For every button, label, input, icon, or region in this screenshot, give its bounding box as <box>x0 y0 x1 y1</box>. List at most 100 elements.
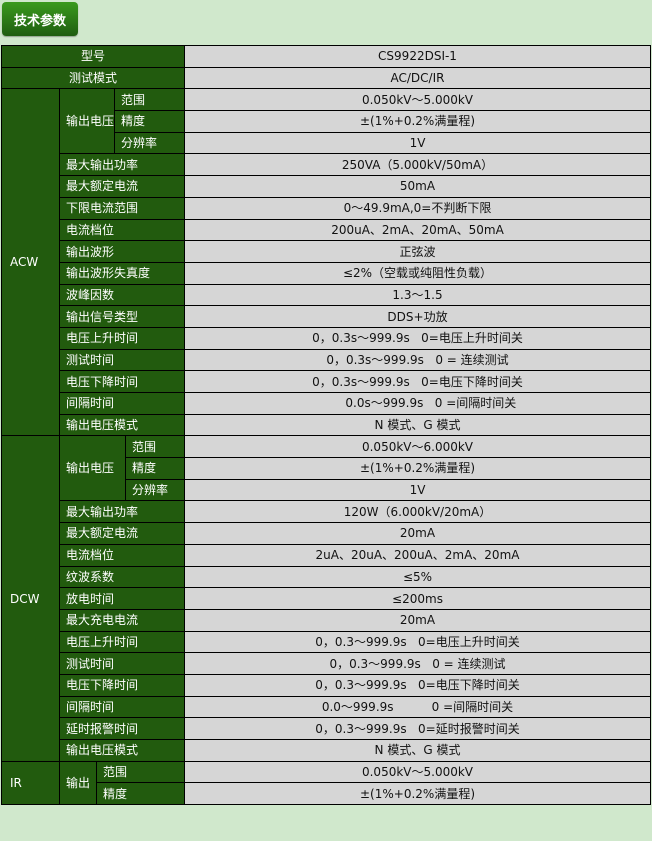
spec-label: 输出波形失真度 <box>59 261 185 285</box>
spec-value: 0，0.3～999.9s 0 = 连续测试 <box>184 652 651 675</box>
spec-label: 精度 <box>125 457 185 480</box>
table-row: 间隔时间 0.0～999.9s 0 =间隔时间关 <box>2 695 651 719</box>
table-row: 测试时间 0，0.3～999.9s 0 = 连续测试 <box>2 652 651 675</box>
tech-params-tab[interactable]: 技术参数 <box>2 2 78 36</box>
table-row: 间隔时间 0.0s～999.9s 0 =间隔时间关 <box>2 392 651 415</box>
table-row: 测试模式 AC/DC/IR <box>1 66 651 90</box>
spec-label: 最大充电电流 <box>59 608 185 632</box>
spec-value: 0，0.3s～999.9s 0 = 连续测试 <box>184 348 651 372</box>
group-label: 输出电压 <box>59 435 126 502</box>
spec-value: 20mA <box>184 522 651 545</box>
spec-value: 120W（6.000kV/20mA） <box>184 500 651 524</box>
spec-value: 200uA、2mA、20mA、50mA <box>184 218 651 242</box>
spec-value: 1V <box>184 478 651 502</box>
spec-value: 0.050kV～5.000kV <box>184 760 651 784</box>
spec-value: AC/DC/IR <box>184 66 651 90</box>
spec-value: 2uA、20uA、200uA、2mA、20mA <box>184 543 651 567</box>
table-row: 型号 CS9922DSI-1 <box>1 45 651 68</box>
spec-value: N 模式、G 模式 <box>184 739 651 762</box>
table-row: 电压上升时间 0，0.3s～999.9s 0=电压上升时间关 <box>2 326 651 350</box>
spec-label: 最大输出功率 <box>59 153 185 177</box>
spec-label: 分辨率 <box>125 478 185 502</box>
table-row: 测试时间 0，0.3s～999.9s 0 = 连续测试 <box>2 348 651 372</box>
spec-label: 精度 <box>114 110 185 133</box>
spec-label: 分辨率 <box>114 131 185 155</box>
spec-label: 波峰因数 <box>59 283 185 307</box>
spec-value: 0.050kV～6.000kV <box>184 435 651 459</box>
spec-label: 输出信号类型 <box>59 305 185 328</box>
spec-label: 测试模式 <box>1 66 185 90</box>
table-row: 放电时间 ≤200ms <box>2 587 651 610</box>
spec-value: 0.050kV～5.000kV <box>184 88 651 112</box>
spec-label: 电压上升时间 <box>59 326 185 350</box>
spec-label: 范围 <box>114 88 185 112</box>
table-row: 精度 ±(1%+0.2%满量程) <box>2 782 651 806</box>
spec-label: 输出波形 <box>59 240 185 263</box>
table-row: 波峰因数 1.3～1.5 <box>2 283 651 307</box>
table-row: 最大输出功率 250VA（5.000kV/50mA） <box>2 153 651 177</box>
spec-label: 间隔时间 <box>59 392 185 415</box>
spec-value: DDS+功放 <box>184 305 651 328</box>
spec-value: 0～49.9mA,0=不判断下限 <box>184 196 651 220</box>
group-label: 输出电压 <box>59 88 115 155</box>
spec-value: 0，0.3s～999.9s 0=电压下降时间关 <box>184 370 651 393</box>
table-row: 最大充电电流 20mA <box>2 608 651 632</box>
spec-value: ≤200ms <box>184 587 651 610</box>
spec-label: 电压下降时间 <box>59 673 185 697</box>
spec-value: 20mA <box>184 608 651 632</box>
spec-label: 型号 <box>1 45 185 68</box>
spec-value: 1V <box>184 131 651 155</box>
spec-label: 电压下降时间 <box>59 370 185 393</box>
spec-label: 延时报警时间 <box>59 717 185 740</box>
table-row: 最大额定电流 20mA <box>2 522 651 545</box>
spec-label: 输出电压模式 <box>59 413 185 437</box>
table-row: 输出电压模式 N 模式、G 模式 <box>2 739 651 762</box>
spec-label: 最大额定电流 <box>59 522 185 545</box>
table-row: 电压上升时间 0，0.3～999.9s 0=电压上升时间关 <box>2 630 651 654</box>
spec-label: 范围 <box>96 760 185 784</box>
spec-value: ≤5% <box>184 565 651 589</box>
section-label-dcw: DCW <box>1 435 60 762</box>
spec-value: 0.0～999.9s 0 =间隔时间关 <box>184 695 651 719</box>
spec-value: N 模式、G 模式 <box>184 413 651 437</box>
spec-value: 0，0.3～999.9s 0=电压上升时间关 <box>184 630 651 654</box>
spec-label: 精度 <box>96 782 185 806</box>
table-row: 分辨率 1V <box>2 131 651 155</box>
table-row: 最大输出功率 120W（6.000kV/20mA） <box>2 500 651 524</box>
table-row: 精度 ±(1%+0.2%满量程) <box>2 110 651 133</box>
table-row: 电压下降时间 0，0.3s～999.9s 0=电压下降时间关 <box>2 370 651 393</box>
table-row: 输出波形 正弦波 <box>2 240 651 263</box>
spec-value: 0.0s～999.9s 0 =间隔时间关 <box>184 392 651 415</box>
table-row: 精度 ±(1%+0.2%满量程) <box>2 457 651 480</box>
spec-label: 输出电压模式 <box>59 739 185 762</box>
spec-label: 最大额定电流 <box>59 175 185 198</box>
spec-value: 50mA <box>184 175 651 198</box>
table-row: 延时报警时间 0，0.3～999.9s 0=延时报警时间关 <box>2 717 651 740</box>
spec-value: 0，0.3s～999.9s 0=电压上升时间关 <box>184 326 651 350</box>
spec-table: 型号 CS9922DSI-1 测试模式 AC/DC/IR ACW 输出电压 范围 0.050k… <box>1 45 651 806</box>
spec-label: 电压上升时间 <box>59 630 185 654</box>
table-row: 电压下降时间 0，0.3～999.9s 0=电压下降时间关 <box>2 673 651 697</box>
spec-value: CS9922DSI-1 <box>184 45 651 68</box>
spec-value: ±(1%+0.2%满量程) <box>184 457 651 480</box>
table-row: 下限电流范围 0～49.9mA,0=不判断下限 <box>2 196 651 220</box>
spec-value: 250VA（5.000kV/50mA） <box>184 153 651 177</box>
spec-value: ±(1%+0.2%满量程) <box>184 782 651 806</box>
table-row: ACW 输出电压 范围 0.050kV～5.000kV <box>1 88 651 437</box>
table-row: DCW 输出电压 范围 0.050kV～6.000kV <box>1 435 651 762</box>
spec-value: ±(1%+0.2%满量程) <box>184 110 651 133</box>
spec-label: 间隔时间 <box>59 695 185 719</box>
section-label-acw: ACW <box>1 88 60 437</box>
table-row: IR 输出 范围 0.050kV～5.000kV <box>1 760 651 806</box>
group-label: 输出 <box>59 760 97 806</box>
table-row: 输出电压模式 N 模式、G 模式 <box>2 413 651 437</box>
table-row: 电流档位 200uA、2mA、20mA、50mA <box>2 218 651 242</box>
spec-value: 0，0.3～999.9s 0=电压下降时间关 <box>184 673 651 697</box>
spec-label: 最大输出功率 <box>59 500 185 524</box>
spec-value: ≤2%（空载或纯阻性负载） <box>184 261 651 285</box>
spec-label: 测试时间 <box>59 652 185 675</box>
spec-label: 放电时间 <box>59 587 185 610</box>
spec-value: 1.3～1.5 <box>184 283 651 307</box>
table-row: 电流档位 2uA、20uA、200uA、2mA、20mA <box>2 543 651 567</box>
table-row: 最大额定电流 50mA <box>2 175 651 198</box>
